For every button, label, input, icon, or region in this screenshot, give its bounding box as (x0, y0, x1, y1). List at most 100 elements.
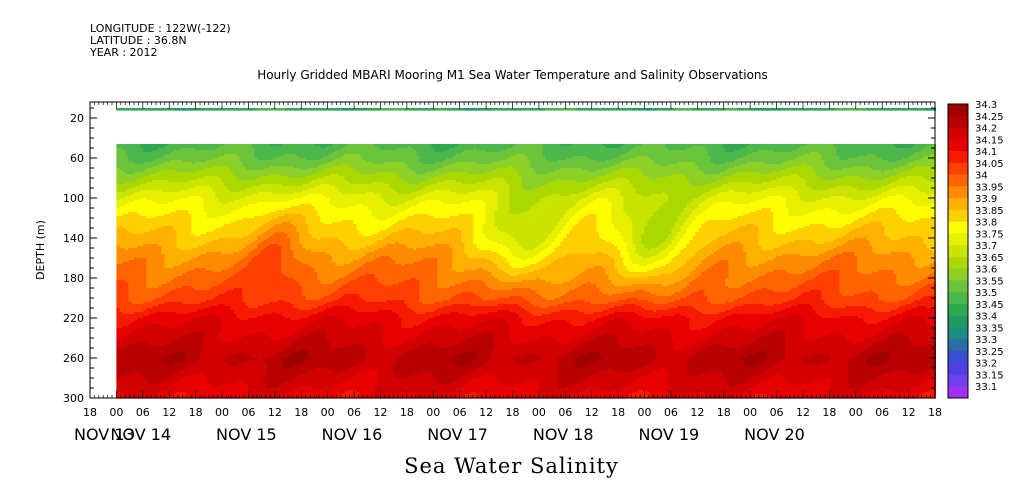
colorbar-swatch (948, 222, 968, 234)
x-hour-tick-label: 06 (347, 406, 361, 419)
y-tick-label: 60 (70, 152, 84, 165)
x-day-label: NOV 14 (110, 425, 171, 444)
colorbar-swatch (948, 327, 968, 339)
x-hour-tick-label: 18 (611, 406, 625, 419)
x-hour-tick-label: 06 (875, 406, 889, 419)
colorbar-label: 33.35 (975, 323, 1004, 334)
colorbar-label: 33.75 (975, 229, 1004, 240)
y-tick-label: 180 (63, 272, 84, 285)
colorbar-swatch (948, 304, 968, 316)
x-day-label: NOV 18 (533, 425, 594, 444)
salinity-field (116, 108, 936, 399)
x-hour-tick-label: 00 (638, 406, 652, 419)
y-axis-label: DEPTH (m) (34, 220, 47, 280)
x-day-label: NOV 15 (216, 425, 277, 444)
x-hour-tick-label: 00 (109, 406, 123, 419)
y-tick-label: 220 (63, 312, 84, 325)
colorbar-legend: 34.334.2534.234.1534.134.053433.9533.933… (948, 100, 1004, 398)
colorbar-swatch (948, 104, 968, 116)
colorbar-label: 33.45 (975, 300, 1004, 311)
colorbar-swatch (948, 374, 968, 386)
y-tick-label: 140 (63, 232, 84, 245)
colorbar-swatch (948, 210, 968, 222)
x-hour-tick-label: 06 (241, 406, 255, 419)
colorbar-label: 33.7 (975, 241, 997, 252)
x-hour-tick-label: 06 (770, 406, 784, 419)
colorbar-swatch (948, 351, 968, 363)
x-hour-tick-label: 18 (83, 406, 97, 419)
x-hour-tick-label: 12 (690, 406, 704, 419)
colorbar-label: 33.5 (975, 288, 997, 299)
colorbar-swatch (948, 257, 968, 269)
x-hour-tick-label: 18 (717, 406, 731, 419)
x-hour-tick-label: 06 (136, 406, 150, 419)
colorbar-swatch (948, 339, 968, 351)
colorbar-label: 33.3 (975, 335, 997, 346)
salinity-section-plot: 2060100140180220260300 18 00 06 12 18 00 06 12 1… (0, 0, 1009, 504)
colorbar-label: 33.15 (975, 371, 1004, 382)
x-hour-tick-label: 06 (453, 406, 467, 419)
x-hour-tick-label: 12 (585, 406, 599, 419)
colorbar-label: 34.05 (975, 159, 1004, 170)
colorbar-swatch (948, 269, 968, 281)
colorbar-swatch (948, 233, 968, 245)
x-hour-tick-label: 18 (928, 406, 942, 419)
x-hour-tick-label: 18 (506, 406, 520, 419)
colorbar-label: 33.4 (975, 312, 997, 323)
colorbar-label: 33.8 (975, 218, 997, 229)
colorbar-swatch (948, 163, 968, 175)
colorbar-label: 33.85 (975, 206, 1004, 217)
colorbar-label: 34.25 (975, 112, 1004, 123)
colorbar-label: 34.2 (975, 124, 997, 135)
colorbar-label: 33.9 (975, 194, 997, 205)
colorbar-swatch (948, 386, 968, 398)
colorbar-label: 34.15 (975, 135, 1004, 146)
x-axis-label: Sea Water Salinity (0, 454, 1009, 478)
x-day-label: NOV 16 (322, 425, 383, 444)
x-hour-tick-label: 12 (162, 406, 176, 419)
colorbar-swatch (948, 151, 968, 163)
colorbar-swatch (948, 245, 968, 257)
colorbar-label: 34.3 (975, 100, 997, 111)
colorbar-label: 34.1 (975, 147, 997, 158)
colorbar-label: 33.1 (975, 382, 997, 393)
x-hour-tick-label: 18 (822, 406, 836, 419)
x-day-label: NOV 20 (744, 425, 805, 444)
x-hour-tick-label: 00 (743, 406, 757, 419)
y-tick-label: 260 (63, 352, 84, 365)
colorbar-label: 33.2 (975, 359, 997, 370)
colorbar-swatch (948, 175, 968, 187)
x-hour-tick-label: 18 (294, 406, 308, 419)
colorbar-swatch (948, 128, 968, 140)
x-day-label: NOV 19 (639, 425, 700, 444)
x-hour-tick-label: 12 (268, 406, 282, 419)
colorbar-swatch (948, 363, 968, 375)
x-hour-tick-label: 12 (796, 406, 810, 419)
colorbar-label: 33.6 (975, 265, 997, 276)
x-hour-tick-label: 06 (664, 406, 678, 419)
x-hour-tick-label: 12 (902, 406, 916, 419)
x-day-label: NOV 17 (427, 425, 488, 444)
colorbar-label: 33.65 (975, 253, 1004, 264)
colorbar-swatch (948, 186, 968, 198)
x-hour-tick-label: 18 (400, 406, 414, 419)
x-hour-tick-label: 12 (373, 406, 387, 419)
x-hour-tick-label: 00 (426, 406, 440, 419)
colorbar-label: 33.95 (975, 182, 1004, 193)
colorbar-swatch (948, 139, 968, 151)
colorbar-swatch (948, 316, 968, 328)
colorbar-swatch (948, 116, 968, 128)
colorbar-swatch (948, 198, 968, 210)
x-hour-tick-label: 00 (849, 406, 863, 419)
colorbar-swatch (948, 280, 968, 292)
x-hour-tick-label: 00 (532, 406, 546, 419)
x-hour-tick-label: 00 (321, 406, 335, 419)
x-hour-tick-label: 06 (558, 406, 572, 419)
x-hour-tick-label: 00 (215, 406, 229, 419)
x-hour-tick-label: 12 (479, 406, 493, 419)
y-tick-label: 300 (63, 392, 84, 405)
colorbar-swatch (948, 292, 968, 304)
colorbar-label: 34 (975, 171, 988, 182)
colorbar-label: 33.25 (975, 347, 1004, 358)
x-hour-tick-label: 18 (189, 406, 203, 419)
